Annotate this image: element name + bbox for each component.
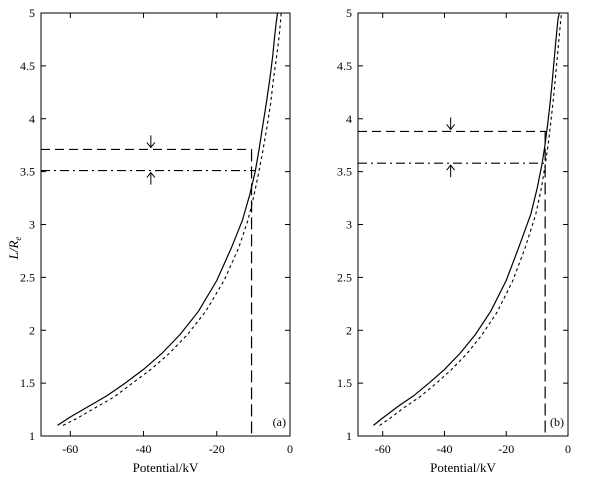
arrow-up-icon	[146, 171, 156, 185]
y-tick-label: 4	[346, 112, 352, 126]
series-solid-line	[373, 12, 560, 426]
panel-b: -60 -40 -20 0 1 1.5 2 2.5 3 3.5 4 4.5 5 Potential/kV (…	[337, 6, 571, 475]
x-axis-label: Potential/kV	[430, 460, 496, 475]
x-tick-label: 0	[287, 442, 293, 456]
y-tick-label: 4.5	[337, 59, 352, 73]
x-tick-label: -40	[136, 442, 152, 456]
plot-frame	[40, 12, 291, 437]
arrow-down-icon	[146, 135, 156, 149]
y-tick-label: 5	[29, 6, 35, 20]
panel-label: (b)	[550, 415, 564, 429]
series-dotted-line	[379, 12, 563, 426]
arrow-down-icon	[446, 117, 456, 131]
panel-label: (a)	[273, 415, 286, 429]
x-tick-label: -60	[62, 442, 78, 456]
series-dotted-line	[62, 12, 282, 426]
y-tick-label: 3.5	[337, 165, 352, 179]
y-tick-label: 3.5	[20, 165, 35, 179]
arrow-up-icon	[446, 164, 456, 178]
y-tick-label: 5	[346, 6, 352, 20]
x-tick-label: -40	[436, 442, 452, 456]
y-tick-label: 2	[29, 323, 35, 337]
y-tick-label: 4.5	[20, 59, 35, 73]
y-tick-label: 3	[29, 218, 35, 232]
series-solid-line	[57, 12, 279, 426]
x-tick-label: 0	[565, 442, 571, 456]
y-tick-label: 3	[346, 218, 352, 232]
x-tick-label: -20	[498, 442, 514, 456]
y-tick-label: 1.5	[20, 376, 35, 390]
y-tick-label: 2.5	[337, 270, 352, 284]
y-tick-label: 2.5	[20, 270, 35, 284]
y-axis-label-subscript: e	[13, 237, 23, 241]
y-tick-label: 4	[29, 112, 35, 126]
x-axis-label: Potential/kV	[133, 460, 199, 475]
chart-panels: -60 -40 -20 0 1 1.5 2 2.5 3 3.5 4 4.5 5 Potential/kV (…	[20, 6, 571, 475]
plot-frame	[357, 12, 569, 437]
y-axis-label: L/Re	[6, 237, 23, 261]
y-tick-label: 2	[346, 323, 352, 337]
panel-a: -60 -40 -20 0 1 1.5 2 2.5 3 3.5 4 4.5 5 Potential/kV (…	[20, 6, 293, 475]
y-tick-label: 1	[29, 429, 35, 443]
x-tick-label: -60	[375, 442, 391, 456]
x-tick-label: -20	[209, 442, 225, 456]
y-tick-label: 1	[346, 429, 352, 443]
y-tick-label: 1.5	[337, 376, 352, 390]
